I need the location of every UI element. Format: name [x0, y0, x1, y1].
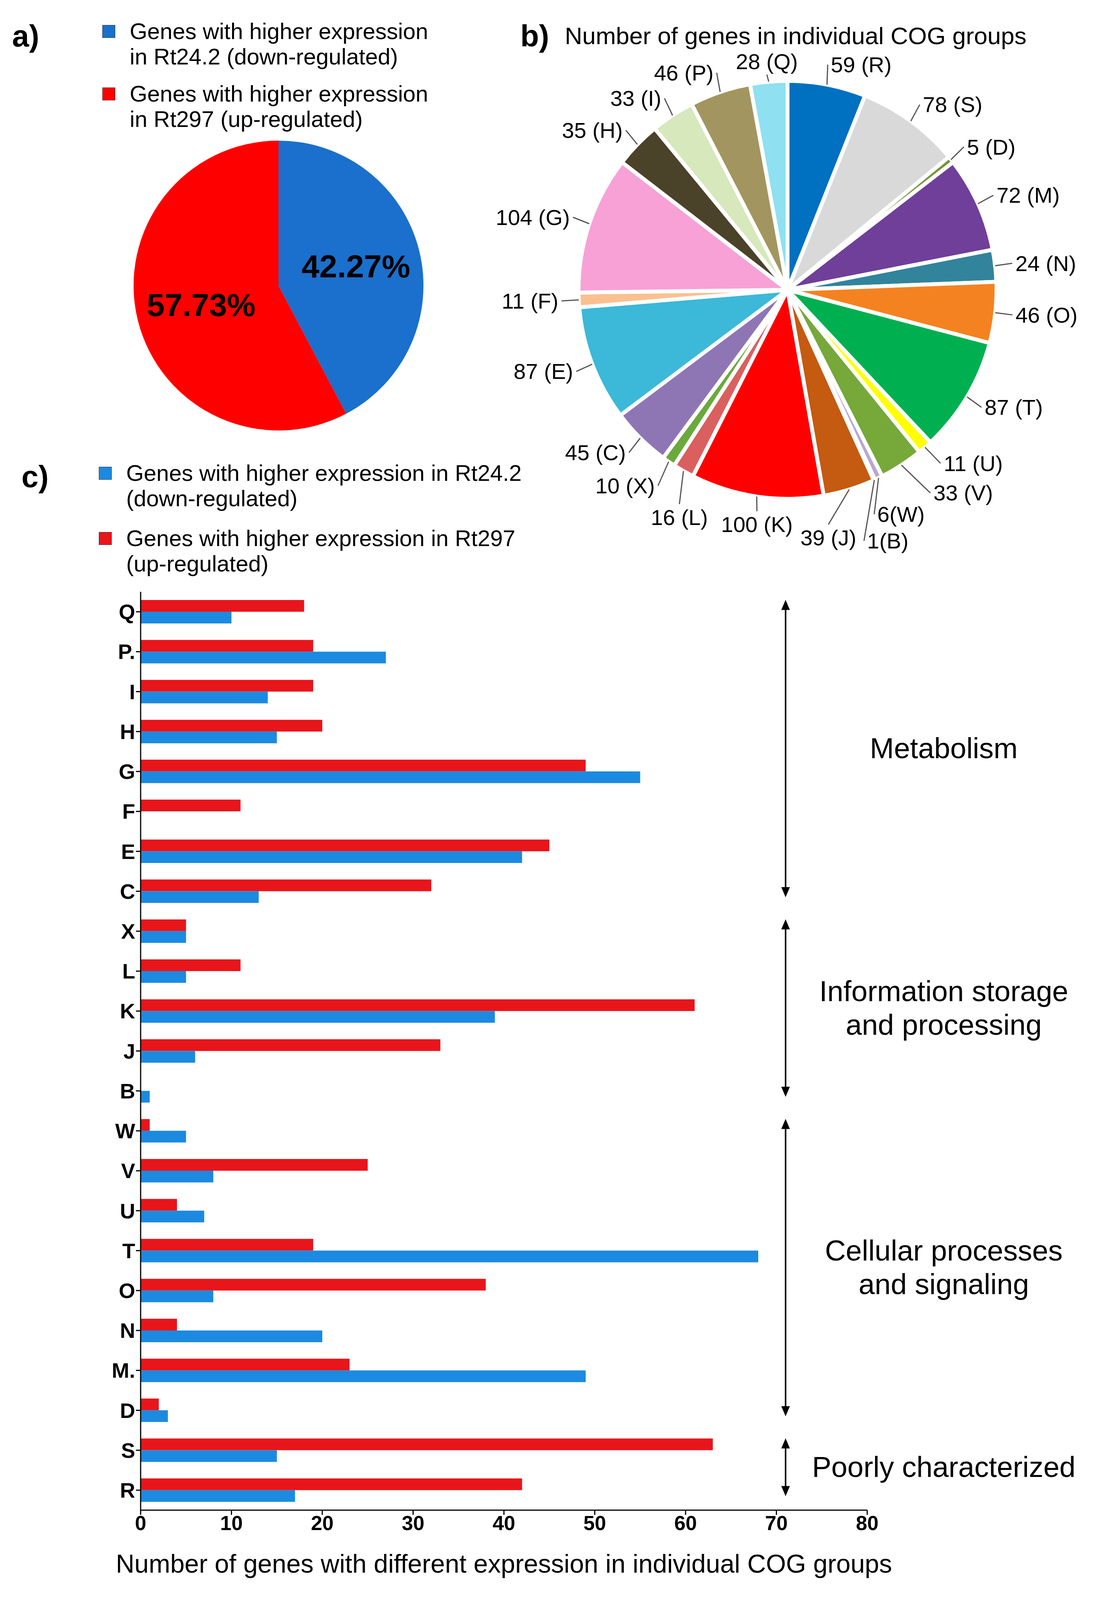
svg-text:D: D: [119, 1398, 136, 1423]
svg-text:0: 0: [135, 1511, 147, 1535]
svg-text:60: 60: [674, 1511, 697, 1535]
svg-text:N: N: [119, 1318, 136, 1343]
svg-text:70: 70: [765, 1511, 788, 1535]
svg-text:50: 50: [583, 1511, 607, 1535]
svg-text:H: H: [119, 719, 136, 744]
svg-text:E: E: [121, 839, 136, 864]
svg-text:1(B): 1(B): [867, 528, 909, 554]
svg-text:59 (R): 59 (R): [830, 52, 892, 77]
svg-text:39 (J): 39 (J): [800, 525, 857, 551]
html-text:Genes with higher expression i: Genes with higher expression in Rt297 (u…: [126, 525, 516, 577]
html-text:b): b): [520, 18, 550, 54]
svg-text:42.27%: 42.27%: [301, 248, 411, 284]
svg-text:6(W): 6(W): [877, 501, 925, 527]
svg-text:V: V: [121, 1159, 136, 1183]
svg-text:45 (C): 45 (C): [565, 440, 627, 465]
svg-text:16 (L): 16 (L): [650, 505, 708, 530]
svg-text:46 (P): 46 (P): [653, 60, 714, 86]
html-text:c): c): [21, 459, 49, 494]
html-text:Genes with higher expression i: Genes with higher expression in Rt24.2 (…: [129, 18, 429, 70]
svg-text:Q: Q: [118, 600, 136, 624]
svg-text:72 (M): 72 (M): [996, 182, 1060, 208]
svg-text:B: B: [119, 1079, 136, 1103]
svg-text:30: 30: [401, 1511, 425, 1535]
svg-text:87 (T): 87 (T): [984, 394, 1043, 420]
svg-text:U: U: [119, 1199, 136, 1223]
svg-text:L: L: [122, 959, 136, 983]
svg-text:M.: M.: [111, 1358, 136, 1383]
svg-text:100 (K): 100 (K): [721, 512, 794, 537]
svg-text:I: I: [129, 680, 136, 704]
svg-text:G: G: [118, 759, 136, 784]
svg-text:104 (G): 104 (G): [495, 205, 570, 230]
svg-text:S: S: [121, 1438, 136, 1463]
svg-text:33 (V): 33 (V): [933, 480, 994, 506]
html-text:Genes with higher expression i: Genes with higher expression in Rt24.2 (…: [126, 460, 522, 511]
html-text:Number of genes in individual: Number of genes in individual COG groups: [564, 22, 1027, 50]
svg-text:J: J: [123, 1039, 136, 1063]
svg-text:F: F: [122, 799, 136, 824]
svg-text:11 (F): 11 (F): [501, 288, 559, 314]
svg-text:57.73%: 57.73%: [146, 287, 256, 323]
svg-text:C: C: [119, 879, 136, 904]
svg-text:33 (I): 33 (I): [610, 85, 662, 111]
svg-text:24 (N): 24 (N): [1015, 251, 1077, 276]
html-text:Information storage and proces: Information storage and processing: [819, 974, 1069, 1041]
html-text:Cellular processes and signali: Cellular processes and signaling: [824, 1234, 1063, 1301]
svg-text:28 (Q): 28 (Q): [735, 49, 799, 74]
svg-text:O: O: [118, 1278, 136, 1303]
svg-text:5 (D): 5 (D): [966, 134, 1016, 160]
svg-text:87 (E): 87 (E): [513, 358, 574, 384]
html-text:Poorly characterized: Poorly characterized: [812, 1450, 1076, 1484]
html-text:a): a): [12, 18, 40, 54]
html-text:Genes with higher expression i: Genes with higher expression in Rt297 (u…: [129, 80, 429, 132]
svg-text:80: 80: [855, 1511, 879, 1535]
svg-text:78 (S): 78 (S): [922, 92, 983, 117]
svg-text:10 (X): 10 (X): [595, 473, 656, 499]
html-text:Metabolism: Metabolism: [869, 732, 1018, 765]
svg-text:46 (O): 46 (O): [1015, 302, 1078, 328]
svg-text:R: R: [119, 1478, 136, 1503]
svg-text:40: 40: [492, 1511, 516, 1535]
svg-text:W: W: [115, 1119, 136, 1143]
svg-text:P.: P.: [117, 639, 136, 664]
svg-text:10: 10: [220, 1511, 243, 1535]
svg-text:20: 20: [310, 1511, 334, 1535]
svg-text:K: K: [119, 999, 136, 1023]
svg-text:T: T: [122, 1239, 136, 1263]
svg-text:11 (U): 11 (U): [943, 451, 1003, 476]
svg-text:Number of genes with different: Number of genes with different expressio…: [115, 1549, 892, 1579]
svg-text:X: X: [121, 919, 136, 944]
svg-text:35 (H): 35 (H): [562, 117, 624, 143]
